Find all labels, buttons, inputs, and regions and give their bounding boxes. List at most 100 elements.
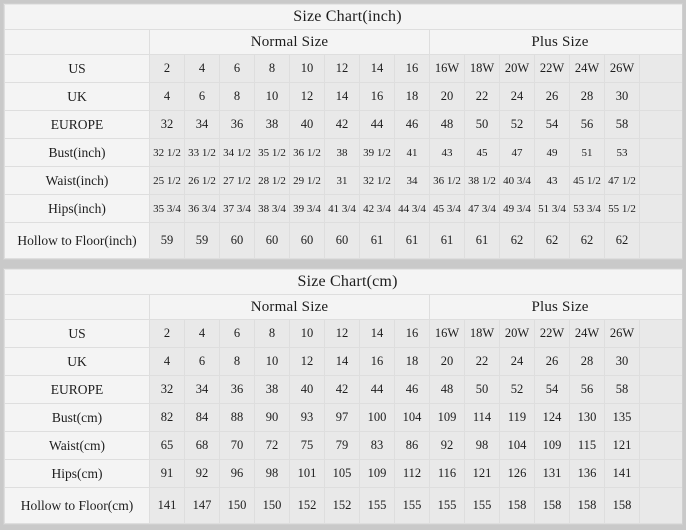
cell: 121 [604, 431, 640, 460]
cell: 12 [289, 347, 325, 376]
cell: 83 [359, 431, 395, 460]
cell: 54 [534, 110, 570, 139]
cell-filler [638, 403, 682, 432]
cell: 45 1/2 [569, 166, 605, 195]
cell: 50 [464, 375, 500, 404]
cell: 8 [219, 347, 255, 376]
cell: 60 [219, 222, 255, 259]
cell: 48 [429, 110, 465, 139]
cell: 59 [184, 222, 220, 259]
row-label-waist: Waist(inch) [4, 166, 150, 195]
table-row: Bust(cm) 82 84 88 90 93 97 100 104 109 1… [4, 403, 682, 432]
cell: 56 [569, 110, 605, 139]
cell: 10 [289, 54, 325, 83]
cell: 29 1/2 [289, 166, 325, 195]
cell: 4 [184, 54, 220, 83]
cell: 158 [569, 487, 605, 524]
cell: 52 [499, 110, 535, 139]
cell: 18 [394, 82, 430, 111]
cell: 42 [324, 110, 360, 139]
cell: 158 [499, 487, 535, 524]
cell: 79 [324, 431, 360, 460]
cell-filler [639, 222, 682, 259]
row-label-hips: Hips(cm) [4, 459, 150, 488]
cell-filler [638, 431, 682, 460]
group-header-plus-size: Plus Size [429, 29, 682, 55]
size-chart-inch: Size Chart(inch) Normal Size Plus Size U… [3, 3, 683, 260]
cell: 150 [254, 487, 290, 524]
cell-filler [639, 110, 682, 139]
cell: 8 [219, 82, 255, 111]
cell: 2 [149, 319, 185, 348]
cell: 28 [569, 347, 605, 376]
cell: 22W [534, 54, 570, 83]
row-label-hollow-to-floor: Hollow to Floor(cm) [4, 487, 150, 524]
cell: 47 [499, 138, 535, 167]
cell: 38 [254, 110, 290, 139]
cell: 34 [394, 166, 430, 195]
table-body-inch: Size Chart(inch) Normal Size Plus Size U… [4, 4, 682, 259]
cell: 2 [149, 54, 185, 83]
cell: 41 [394, 138, 430, 167]
cell: 6 [219, 319, 255, 348]
cell: 93 [289, 403, 325, 432]
cell: 158 [534, 487, 570, 524]
cell: 62 [499, 222, 535, 259]
cell: 155 [394, 487, 430, 524]
cell: 43 [429, 138, 465, 167]
cell-filler [639, 194, 682, 223]
cell-filler [639, 138, 682, 167]
cell: 62 [569, 222, 605, 259]
row-label-us: US [4, 54, 150, 83]
cell: 56 [569, 375, 605, 404]
cell: 41 3/4 [324, 194, 360, 223]
cell: 82 [149, 403, 185, 432]
cell: 20 [429, 82, 465, 111]
cell: 55 1/2 [604, 194, 640, 223]
cell: 92 [429, 431, 465, 460]
cell: 18W [464, 319, 500, 348]
cell: 24W [569, 54, 605, 83]
cell: 104 [394, 403, 430, 432]
cell-filler [638, 375, 682, 404]
cell: 26 [534, 82, 570, 111]
cell: 60 [289, 222, 325, 259]
row-label-bust: Bust(inch) [4, 138, 150, 167]
cell: 35 1/2 [254, 138, 290, 167]
cell: 10 [289, 319, 325, 348]
cell: 84 [184, 403, 220, 432]
cell: 20W [499, 54, 535, 83]
row-label-bust: Bust(cm) [4, 403, 150, 432]
cell: 68 [184, 431, 220, 460]
cell-filler [638, 459, 682, 488]
cell: 121 [464, 459, 500, 488]
cell: 104 [499, 431, 535, 460]
cell: 58 [604, 375, 640, 404]
table-row: Hips(cm) 91 92 96 98 101 105 109 112 116… [4, 459, 682, 488]
cell: 42 [324, 375, 360, 404]
cell: 75 [289, 431, 325, 460]
cell: 36 1/2 [429, 166, 465, 195]
cell: 61 [359, 222, 395, 259]
cell: 109 [359, 459, 395, 488]
cell: 135 [604, 403, 640, 432]
cell: 4 [149, 347, 185, 376]
cell: 6 [219, 54, 255, 83]
cell: 38 [324, 138, 360, 167]
group-header-normal-size: Normal Size [149, 294, 430, 320]
cell: 141 [149, 487, 185, 524]
cell: 65 [149, 431, 185, 460]
cell: 37 3/4 [219, 194, 255, 223]
cell: 34 1/2 [219, 138, 255, 167]
cell: 105 [324, 459, 360, 488]
cell: 10 [254, 82, 290, 111]
cell: 16 [359, 347, 395, 376]
cell: 46 [394, 110, 430, 139]
group-header-row: Normal Size Plus Size [4, 294, 682, 320]
cell: 14 [324, 82, 360, 111]
cell: 44 3/4 [394, 194, 430, 223]
cell: 136 [569, 459, 605, 488]
cell: 16 [394, 319, 430, 348]
table-row: Hollow to Floor(inch) 59 59 60 60 60 60 … [4, 222, 682, 259]
